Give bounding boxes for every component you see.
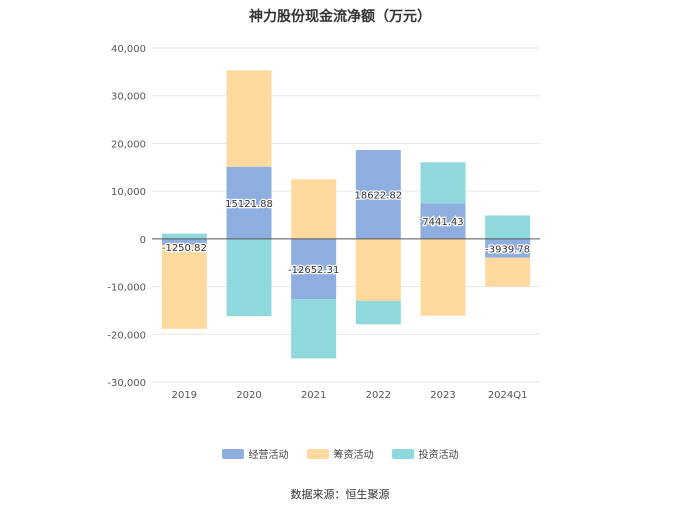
bar-segment [161, 238, 207, 245]
grid-lines [152, 47, 540, 383]
y-tick-label: 10,000 [111, 187, 146, 198]
y-tick-label: 40,000 [111, 44, 146, 55]
bar-segment [226, 166, 272, 239]
y-tick-label: -10,000 [107, 283, 146, 294]
legend-swatch [221, 448, 244, 459]
bar-segment [485, 215, 531, 239]
bar-segment [291, 238, 337, 300]
stacked-bar-chart: 40,000 30,000 20,000 10,000 0 -10,000 -20,000 -… [107, 44, 540, 401]
bar-segment [420, 238, 466, 316]
data-labels: -1250.82 15121.88 -12652.31 18622.82 7441.43… [161, 189, 532, 277]
data-label: -3939.78 [485, 244, 530, 255]
bar-segment [485, 238, 531, 258]
data-label: -1250.82 [162, 243, 207, 254]
legend-item[interactable]: 筹资活动 [306, 446, 374, 461]
legend-label: 筹资活动 [333, 450, 374, 461]
bar-segment [291, 299, 337, 359]
bar-segment [420, 162, 466, 204]
y-tick-label: 20,000 [111, 139, 146, 150]
bar-segment [355, 149, 401, 239]
legend-swatch [391, 448, 414, 459]
bar-segment [161, 244, 207, 329]
bar-segment [161, 233, 207, 239]
data-label: 7441.43 [422, 217, 463, 228]
bar-segment [226, 70, 272, 167]
x-tick-label: 2019 [172, 390, 197, 401]
axes: 40,000 30,000 20,000 10,000 0 -10,000 -20,000 -… [107, 44, 540, 401]
bar-segment [291, 179, 337, 239]
y-tick-label: 30,000 [111, 92, 146, 103]
legend-swatch [306, 448, 329, 459]
y-tick-label: 0 [140, 235, 146, 246]
bar-segment [420, 203, 466, 239]
data-label: 18622.82 [354, 190, 402, 201]
bar-segment [485, 257, 531, 287]
data-label: -12652.31 [288, 265, 339, 276]
legend-label: 经营活动 [248, 450, 289, 461]
legend-item[interactable]: 经营活动 [221, 446, 289, 461]
x-tick-label: 2022 [366, 390, 391, 401]
source-note: 数据来源：恒生聚源 [290, 488, 390, 501]
x-tick-label: 2023 [430, 390, 455, 401]
bars [161, 70, 531, 359]
bar-segment [355, 238, 401, 301]
y-tick-label: -30,000 [107, 378, 146, 389]
x-tick-label: 2020 [236, 390, 261, 401]
legend-label: 投资活动 [418, 450, 459, 461]
y-tick-label: -20,000 [107, 330, 146, 341]
legend-item[interactable]: 投资活动 [391, 446, 459, 461]
chart-title: 神力股份现金流净额（万元） [249, 9, 431, 25]
data-label: 15121.88 [225, 199, 273, 210]
x-tick-label: 2024Q1 [488, 390, 528, 401]
bar-segment [226, 238, 272, 317]
legend: 经营活动 筹资活动 投资活动 [0, 446, 680, 461]
x-tick-label: 2021 [301, 390, 326, 401]
bar-segment [355, 300, 401, 325]
